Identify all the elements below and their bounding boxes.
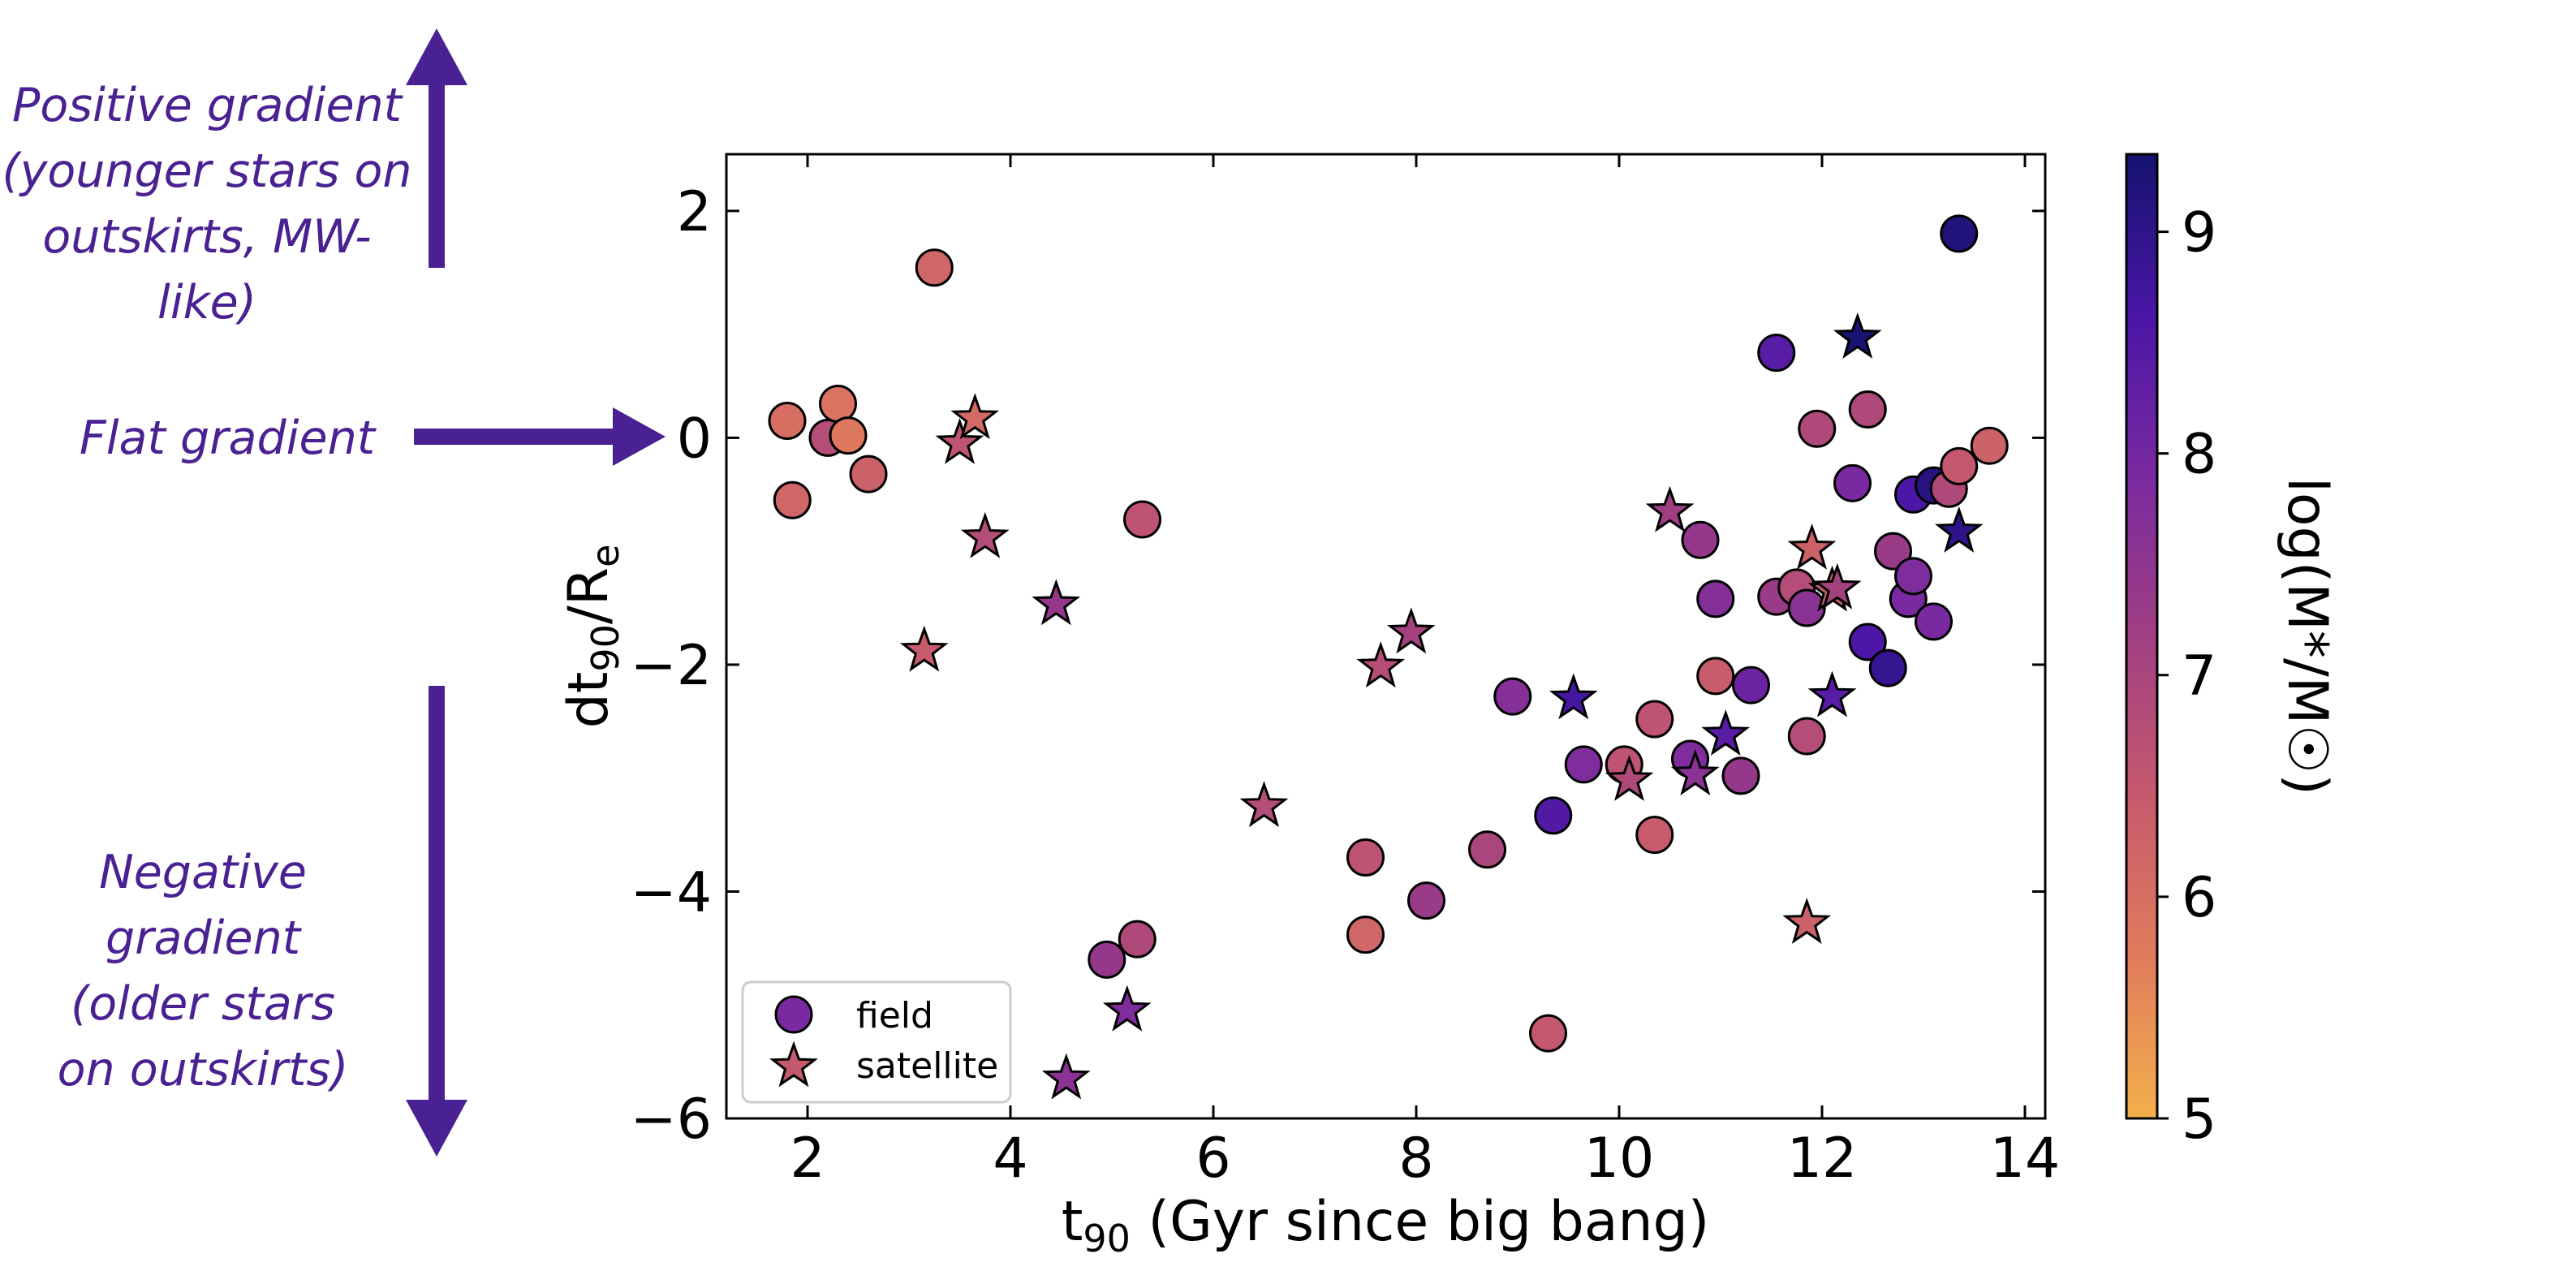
x-axis-ticks: 2 4 6 8 10 12 14 xyxy=(790,154,2060,1191)
point-field xyxy=(768,401,807,440)
point-satellite xyxy=(1670,749,1720,796)
point-field xyxy=(1940,214,1979,253)
point-field xyxy=(1118,920,1157,959)
point-field xyxy=(849,455,888,493)
y-axis-ticks: −6 −4 −2 0 2 xyxy=(631,180,2045,1152)
point-field xyxy=(1407,881,1445,920)
x-tick-label: 2 xyxy=(790,1127,825,1191)
colorbar-ticks: 5 6 7 8 9 xyxy=(2157,201,2216,1152)
point-satellite xyxy=(1549,673,1598,720)
point-field xyxy=(1798,409,1837,448)
y-tick-label: 0 xyxy=(677,407,712,471)
point-field xyxy=(1874,532,1912,571)
point-field xyxy=(1833,463,1872,502)
colorbar-tick-label: 9 xyxy=(2182,201,2216,265)
point-field xyxy=(819,384,857,423)
y-tick-label: −4 xyxy=(631,860,712,924)
point-field xyxy=(1346,916,1385,954)
point-satellite xyxy=(1605,755,1654,801)
point-satellite xyxy=(1386,607,1436,654)
point-field xyxy=(1848,623,1887,661)
point-field xyxy=(1635,816,1674,855)
y-tick-label: −2 xyxy=(631,634,712,698)
colorbar-gradient xyxy=(2125,153,2159,1120)
annotation-negative-gradient: Negative gradient (older stars on outski… xyxy=(57,846,349,1097)
point-satellite xyxy=(1812,562,1862,610)
y-tick-label: 2 xyxy=(677,180,712,244)
point-satellite xyxy=(1102,984,1152,1032)
point-field xyxy=(1732,666,1770,704)
point-field xyxy=(1346,838,1385,877)
point-field xyxy=(1868,648,1907,687)
point-field xyxy=(1894,557,1932,596)
up-arrow-head xyxy=(406,28,467,85)
point-field xyxy=(1088,940,1126,979)
point-field xyxy=(1123,500,1161,539)
legend-label-satellite: satellite xyxy=(856,1045,998,1087)
colorbar: 5 6 7 8 9 log(M*/M☉) xyxy=(2125,153,2339,1152)
point-satellite xyxy=(935,417,984,464)
point-satellite xyxy=(1807,670,1857,717)
down-arrow-head xyxy=(406,1100,467,1157)
right-arrow-head xyxy=(613,407,666,466)
colorbar-tick-label: 8 xyxy=(2182,423,2216,487)
plot-frame xyxy=(725,153,2047,1120)
point-satellite xyxy=(1645,485,1695,532)
colorbar-label: log(M*/M☉) xyxy=(2275,477,2339,795)
point-field xyxy=(1635,700,1674,739)
point-field xyxy=(915,248,954,287)
point-field xyxy=(1696,579,1735,618)
point-satellite xyxy=(899,625,949,672)
point-field xyxy=(1787,717,1826,756)
x-tick-label: 12 xyxy=(1787,1127,1858,1191)
point-field xyxy=(1564,745,1603,784)
y-tick-label: −6 xyxy=(631,1088,712,1152)
point-field xyxy=(1468,830,1506,869)
point-satellite xyxy=(1356,641,1406,688)
y-axis-label: dt90/Re xyxy=(557,545,627,729)
point-field xyxy=(1681,520,1720,559)
point-field xyxy=(1940,446,1979,485)
x-tick-label: 8 xyxy=(1398,1127,1433,1191)
colorbar-tick-label: 6 xyxy=(2182,866,2216,930)
point-field xyxy=(1529,1014,1567,1053)
point-satellite xyxy=(1787,523,1837,570)
point-field xyxy=(1721,756,1760,795)
data-points xyxy=(768,214,2009,1100)
x-tick-label: 10 xyxy=(1584,1127,1655,1191)
point-satellite xyxy=(1032,579,1081,626)
point-satellite xyxy=(1041,1053,1091,1100)
legend-marker-satellite xyxy=(769,1040,818,1088)
point-field xyxy=(1915,602,1953,641)
point-field xyxy=(1848,390,1887,429)
point-satellite xyxy=(950,393,1000,440)
legend: field satellite xyxy=(741,980,1012,1104)
point-field xyxy=(829,416,868,455)
annotation-flat-gradient: Flat gradient xyxy=(79,411,376,465)
point-field xyxy=(1493,677,1532,716)
x-tick-label: 6 xyxy=(1195,1127,1230,1191)
point-field xyxy=(1757,334,1796,373)
point-field xyxy=(773,480,812,519)
colorbar-tick-label: 7 xyxy=(2182,644,2216,709)
x-tick-label: 14 xyxy=(1990,1127,2061,1191)
annotation-arrows xyxy=(406,28,666,1157)
point-field xyxy=(1696,657,1735,696)
point-satellite xyxy=(1934,506,1984,553)
point-satellite xyxy=(960,511,1010,558)
legend-label-field: field xyxy=(856,995,933,1036)
point-field xyxy=(1970,426,2009,465)
point-satellite xyxy=(1239,781,1289,828)
legend-marker-field xyxy=(774,995,813,1034)
x-axis-label: t90 (Gyr since big bang) xyxy=(1062,1190,1710,1260)
colorbar-tick-label: 5 xyxy=(2182,1088,2216,1152)
point-satellite xyxy=(1782,898,1832,945)
x-tick-label: 4 xyxy=(993,1127,1027,1191)
point-satellite xyxy=(1701,709,1751,756)
annotation-positive-gradient: Positive gradient (younger stars on outs… xyxy=(2,79,412,330)
point-satellite xyxy=(1833,312,1882,359)
point-field xyxy=(1534,796,1573,835)
point-field xyxy=(1787,588,1826,627)
